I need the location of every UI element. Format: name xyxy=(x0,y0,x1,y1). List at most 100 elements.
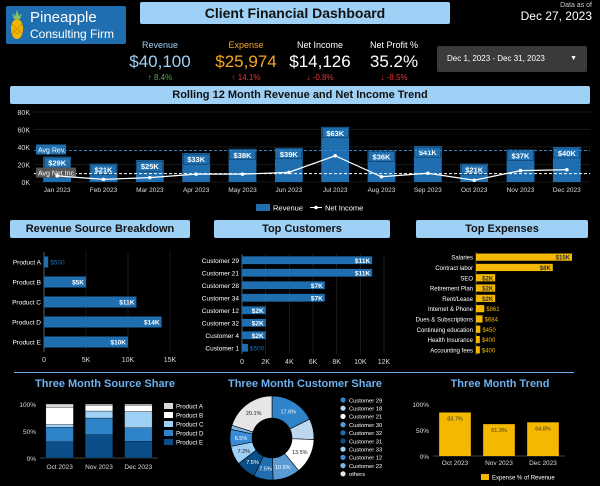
x-tick-label: Feb 2023 xyxy=(90,187,118,194)
as-of-date: Dec 27, 2023 xyxy=(520,9,592,23)
revenue-data-label: $25K xyxy=(141,162,160,171)
stack-segment xyxy=(124,411,153,428)
x-tick-label: May 2023 xyxy=(228,187,257,194)
data-label: $450 xyxy=(482,328,496,334)
x-tick-label: Nov 2023 xyxy=(507,187,535,194)
category-label: Retirement Plan xyxy=(430,287,473,293)
y-tick-label: 50% xyxy=(416,428,429,435)
x-tick-label: Apr 2023 xyxy=(183,187,210,194)
data-label-bg xyxy=(553,147,580,159)
legend-swatch xyxy=(164,403,173,409)
bar xyxy=(44,296,137,308)
bar xyxy=(44,256,49,268)
data-label: $500 xyxy=(50,260,65,267)
data-label: 64.8% xyxy=(535,426,551,432)
bar xyxy=(242,281,325,290)
bar xyxy=(476,263,553,272)
chart-top-expenses: Salaries $10K Contract labor $8K SEO $2K Retir… xyxy=(416,252,572,355)
legend-label: Expense % of Revenue xyxy=(492,476,555,482)
annotation-bg xyxy=(36,167,76,178)
data-label: $2K xyxy=(482,287,494,293)
legend-swatch xyxy=(340,454,346,460)
category-label: Dues & Subscriptions xyxy=(416,317,473,323)
legend-net-income-label: Net Income xyxy=(325,204,363,213)
revenue-data-label: $33K xyxy=(187,155,206,164)
legend-swatch xyxy=(340,463,346,469)
legend-swatch xyxy=(340,430,346,436)
legend-label: Customer 31 xyxy=(349,439,382,445)
bar xyxy=(476,294,496,302)
category-label: Product D xyxy=(12,320,41,327)
stack-segment xyxy=(124,427,153,442)
net-income-point xyxy=(379,174,384,179)
category-label: Product E xyxy=(12,340,41,347)
data-label: $11K xyxy=(355,258,370,265)
category-label: Salaries xyxy=(451,256,473,262)
stack-segment xyxy=(45,403,74,408)
x-tick-label: 15K xyxy=(164,357,177,364)
x-tick-label: Jan 2023 xyxy=(44,187,71,194)
data-label: $400 xyxy=(482,348,496,354)
legend-label: Customer 22 xyxy=(349,464,382,470)
x-tick-label: 0 xyxy=(240,359,244,366)
x-tick-label: 10K xyxy=(354,359,367,366)
bar xyxy=(476,315,483,323)
legend-label: Customer 32 xyxy=(349,431,382,437)
x-tick-label: Nov 2023 xyxy=(85,464,113,471)
category-label: Product B xyxy=(12,280,41,287)
stack-segment xyxy=(85,417,113,435)
slice-label: 10.5% xyxy=(275,465,291,471)
kpi-net-income: Net Income $14,126 ↓ -0.8% xyxy=(280,40,360,82)
kpi-expense: Expense $25,974 ↑ 14.1% xyxy=(206,40,286,82)
donut-slice xyxy=(231,395,273,433)
data-label: $2K xyxy=(482,297,494,303)
legend-swatch xyxy=(340,446,346,452)
legend-swatch xyxy=(164,421,173,427)
title-customer-share: Three Month Customer Share xyxy=(227,378,383,390)
legend-swatch xyxy=(340,413,346,419)
bar xyxy=(242,293,325,302)
kpi-value: $25,974 xyxy=(215,52,277,71)
banner-rolling: Rolling 12 Month Revenue and Net Income … xyxy=(10,86,590,104)
data-label: $400 xyxy=(482,338,496,344)
data-label-bg xyxy=(229,149,256,160)
net-income-point xyxy=(426,171,430,176)
category-label: Customer 29 xyxy=(202,258,240,265)
revenue-data-label: $63K xyxy=(326,129,345,138)
dropdown-arrow-icon[interactable]: ▼ xyxy=(570,55,577,62)
net-income-point xyxy=(240,172,245,176)
stack-segment xyxy=(85,434,113,459)
bar xyxy=(242,306,266,315)
legend-label: Product E xyxy=(176,440,203,447)
slice-label: 7.5% xyxy=(246,460,259,466)
x-tick-label: 8K xyxy=(332,359,341,366)
date-range-selector[interactable]: Dec 1, 2023 - Dec 31, 2023 ▼ xyxy=(437,46,587,72)
legend-revenue-swatch xyxy=(256,204,270,211)
kpi-revenue: Revenue $40,100 ↑ 8.4% xyxy=(120,40,200,82)
pineapple-icon xyxy=(11,10,23,39)
category-label: Contract labor xyxy=(435,266,473,272)
as-of: Data as of Dec 27, 2023 xyxy=(521,2,592,23)
legend-label: Product C xyxy=(176,422,204,429)
data-label-bg xyxy=(275,148,302,160)
x-tick-label: Dec 2023 xyxy=(529,460,557,467)
revenue-data-label: $41K xyxy=(419,148,438,157)
category-label: Accounting fees xyxy=(430,348,473,354)
chart-three-month-trend: 0% 50% 100% 83.7% Oct 2023 61.3% Nov 2023 64.8%… xyxy=(412,402,565,482)
data-label: $861 xyxy=(486,307,500,313)
kpi-value: $40,100 xyxy=(129,52,191,71)
stack-segment xyxy=(85,410,113,419)
x-tick-label: Jun 2023 xyxy=(275,187,302,194)
stack-segment xyxy=(45,427,74,442)
y-tick-label: 60K xyxy=(18,128,31,135)
legend-label: Customer 21 xyxy=(349,415,382,421)
dashboard-title: Client Financial Dashboard xyxy=(140,2,450,24)
legend-swatch xyxy=(340,471,346,477)
x-tick-label: Dec 2023 xyxy=(553,187,581,194)
kpi-value: 35.2% xyxy=(369,52,419,71)
data-label: $7K xyxy=(311,283,323,290)
revenue-data-label: $29K xyxy=(48,159,67,168)
x-tick-label: Aug 2023 xyxy=(368,187,396,194)
bar xyxy=(44,316,162,328)
kpi-net-profit: Net Profit % 35.2% ↓ -8.5% xyxy=(354,40,434,82)
